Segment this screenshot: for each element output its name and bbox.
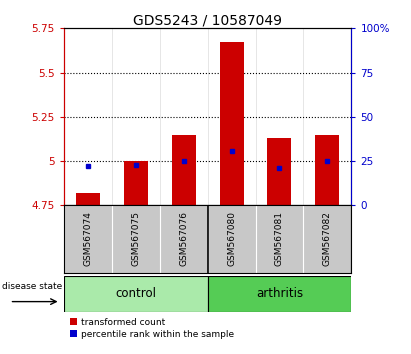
Text: GSM567076: GSM567076 <box>179 211 188 266</box>
Bar <box>124 161 148 205</box>
Bar <box>208 276 351 312</box>
Bar <box>268 138 291 205</box>
Text: arthritis: arthritis <box>256 287 303 300</box>
Text: GSM567081: GSM567081 <box>275 211 284 266</box>
Text: GSM567080: GSM567080 <box>227 211 236 266</box>
Bar <box>219 42 243 205</box>
Text: GSM567074: GSM567074 <box>83 211 92 266</box>
Title: GDS5243 / 10587049: GDS5243 / 10587049 <box>133 13 282 27</box>
Text: GSM567075: GSM567075 <box>131 211 140 266</box>
Legend: transformed count, percentile rank within the sample: transformed count, percentile rank withi… <box>68 316 236 340</box>
Bar <box>315 135 339 205</box>
Text: GSM567082: GSM567082 <box>323 211 332 266</box>
Bar <box>64 276 208 312</box>
Text: disease state: disease state <box>2 281 62 291</box>
Bar <box>172 135 196 205</box>
Text: control: control <box>115 287 156 300</box>
Bar <box>76 193 100 205</box>
